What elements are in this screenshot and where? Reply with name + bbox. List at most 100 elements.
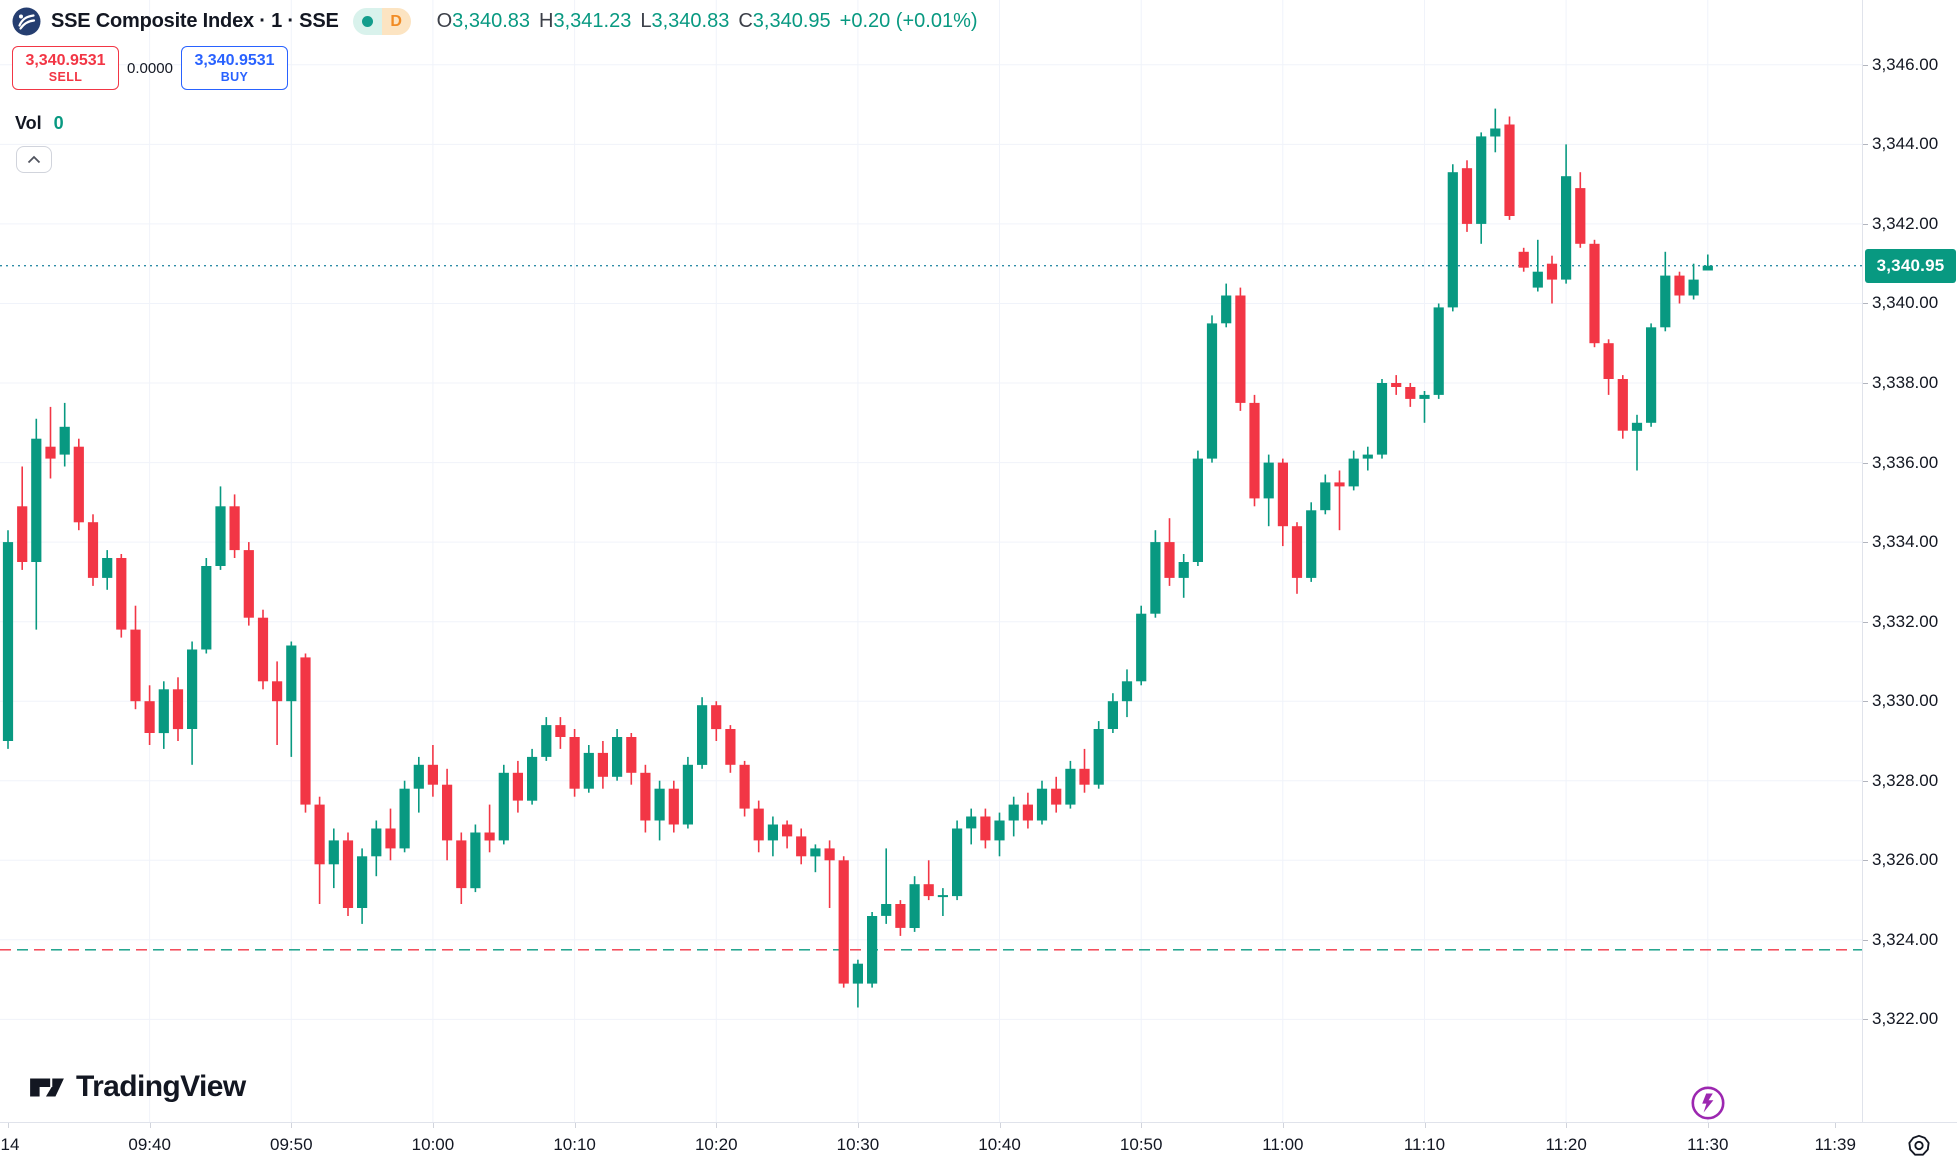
time-tick-label: 11:10 <box>1403 1135 1446 1154</box>
time-tick-label: 11:20 <box>1545 1135 1587 1154</box>
candle <box>187 641 198 765</box>
candle <box>1476 132 1487 244</box>
candle <box>1603 339 1614 395</box>
volume-value: 0 <box>53 113 64 133</box>
time-axis[interactable]: 14 09:40 09:50 10:00 10:10 10:20 10:30 10:40 10:… <box>0 1122 1957 1167</box>
candle <box>824 840 835 908</box>
price-tick-label: 3,324.00 <box>1872 929 1939 949</box>
candle <box>1391 375 1402 395</box>
sell-label: SELL <box>48 70 83 84</box>
candle <box>257 609 269 690</box>
candle <box>867 912 878 988</box>
candle <box>569 729 580 797</box>
high-label: H <box>539 10 554 32</box>
candle <box>413 756 424 813</box>
candle <box>1079 748 1090 793</box>
time-tick-label: 10:30 <box>836 1135 880 1154</box>
candle <box>1107 693 1118 733</box>
candle <box>1674 271 1685 304</box>
candle <box>201 558 212 654</box>
candle <box>980 808 991 849</box>
candle <box>116 554 127 638</box>
spread-value: 0.0000 <box>127 59 173 77</box>
candle <box>1646 323 1657 427</box>
tradingview-watermark[interactable]: TradingView <box>28 1068 246 1106</box>
candle <box>229 494 240 558</box>
sell-price: 3,340.9531 <box>25 51 106 69</box>
candle <box>1036 780 1048 825</box>
candle <box>1192 450 1203 566</box>
time-tick-label: 10:20 <box>694 1135 738 1154</box>
candle <box>966 808 977 845</box>
expand-pane-button[interactable] <box>16 146 52 173</box>
symbol-title[interactable]: SSE Composite Index · 1 · SSE <box>51 10 339 32</box>
price-tick-mark <box>1863 780 1868 782</box>
candle <box>172 677 184 741</box>
candle <box>498 764 509 845</box>
time-tick-mark <box>1141 1123 1143 1128</box>
time-tick-mark <box>574 1123 576 1128</box>
gear-icon <box>1908 1134 1930 1156</box>
candle <box>654 780 665 841</box>
candle <box>427 745 438 797</box>
sell-button[interactable]: 3,340.9531 SELL <box>12 46 119 90</box>
candle <box>753 800 764 853</box>
time-tick-label: 10:10 <box>553 1135 596 1154</box>
change-value: +0.20 (+0.01%) <box>839 10 978 32</box>
last-price-badge: 3,340.95 <box>1865 248 1956 283</box>
candle <box>626 733 637 785</box>
candle <box>45 406 56 479</box>
candle <box>357 848 368 924</box>
chevron-up-icon <box>27 155 41 164</box>
candle <box>640 764 651 833</box>
price-tick-label: 3,326.00 <box>1872 850 1939 870</box>
candle <box>1702 254 1713 271</box>
time-tick-label: 11:39 <box>1814 1135 1856 1154</box>
time-tick-label: 09:40 <box>128 1135 171 1154</box>
candle <box>1362 446 1373 471</box>
candle <box>342 832 354 916</box>
candle <box>555 717 566 749</box>
candle <box>1617 375 1628 439</box>
market-status-pill[interactable]: D <box>352 8 411 35</box>
price-tick-label: 3,340.00 <box>1872 293 1939 313</box>
candle <box>512 760 523 813</box>
time-tick-mark <box>999 1123 1001 1128</box>
price-tick-label: 3,328.00 <box>1872 770 1939 790</box>
price-axis[interactable]: 3,340.95 3,346.00 3,344.00 3,342.00 3,340.0… <box>1862 0 1957 1122</box>
candle <box>1306 502 1317 582</box>
time-tick-label: 10:40 <box>978 1135 1021 1154</box>
price-tick-label: 3,344.00 <box>1872 134 1939 154</box>
price-tick-mark <box>1863 939 1868 941</box>
candle <box>782 820 793 849</box>
candle <box>1575 172 1586 248</box>
candle <box>937 888 948 916</box>
time-tick-mark <box>1566 1123 1568 1128</box>
candle <box>1164 518 1175 586</box>
instant-order-button[interactable] <box>1690 1085 1726 1121</box>
candle <box>1136 605 1147 686</box>
price-tick-mark <box>1863 701 1868 703</box>
candle <box>314 796 325 904</box>
price-tick-label: 3,330.00 <box>1872 691 1939 711</box>
price-tick-mark <box>1863 860 1868 862</box>
candle <box>1121 669 1133 718</box>
delayed-data-badge: D <box>381 8 411 35</box>
time-tick-mark <box>716 1123 718 1128</box>
candle <box>994 812 1005 857</box>
candle <box>158 681 169 749</box>
axis-settings-button[interactable] <box>1905 1132 1933 1160</box>
candlestick-chart <box>0 0 1862 1122</box>
price-tick-mark <box>1863 621 1868 623</box>
buy-button[interactable]: 3,340.9531 BUY <box>181 46 288 90</box>
candle <box>1561 144 1572 284</box>
candle <box>952 820 963 901</box>
price-tick-mark <box>1863 462 1868 464</box>
chart-pane[interactable] <box>0 0 1862 1122</box>
price-tick-label: 3,332.00 <box>1872 611 1939 631</box>
price-tick-mark <box>1863 542 1868 544</box>
candle <box>1376 379 1388 459</box>
price-tick-mark <box>1863 383 1868 384</box>
candle <box>1008 796 1019 837</box>
